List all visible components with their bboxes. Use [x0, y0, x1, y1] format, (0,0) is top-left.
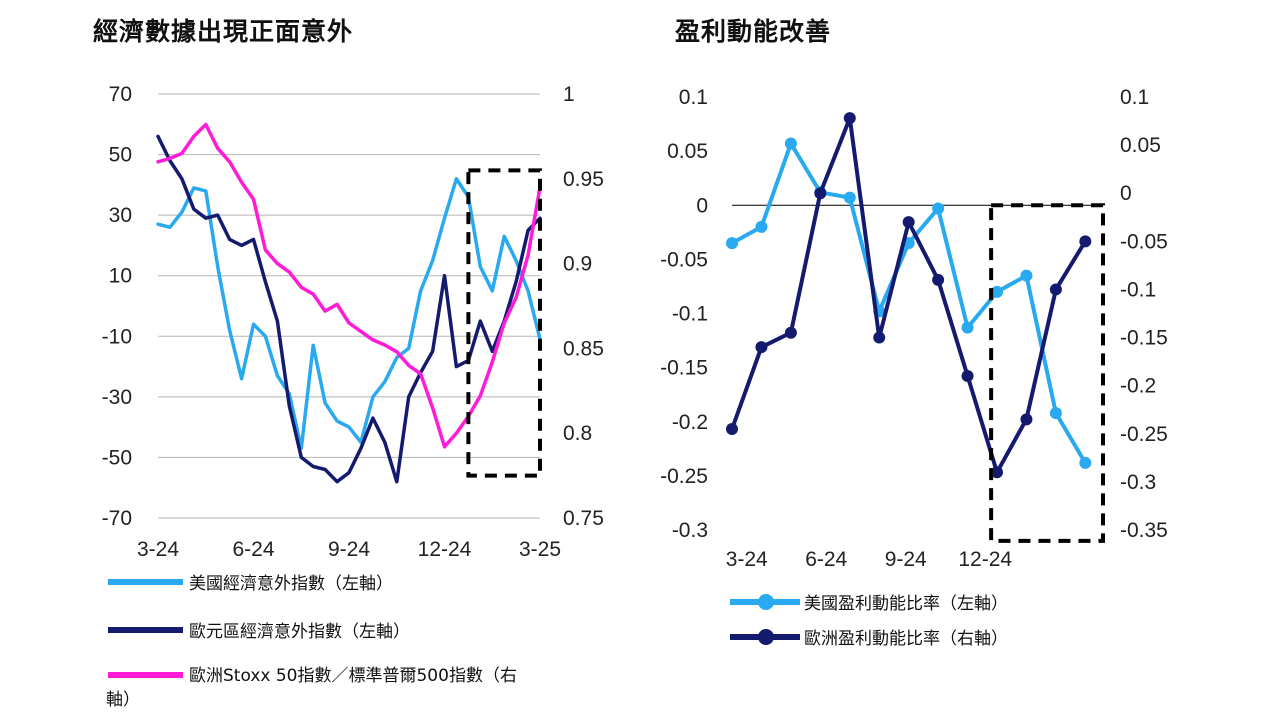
legend-swatch-us-momentum	[730, 593, 800, 610]
highlight-box	[466, 168, 542, 478]
y-right-tick-label: -0.15	[1120, 327, 1168, 350]
y-right-tick-label: 0.9	[563, 253, 592, 276]
y-right-tick-label: 0.05	[1120, 134, 1161, 157]
legend-item-ratio: 歐洲Stoxx 50指數／標準普爾500指數（右 軸）	[106, 664, 517, 712]
data-point	[1049, 283, 1062, 296]
data-point	[784, 137, 797, 150]
data-point	[902, 216, 915, 229]
x-tick-label: 6-24	[232, 538, 274, 561]
y-left-tick-label: 0.1	[679, 86, 708, 109]
data-point	[991, 285, 1003, 298]
y-right-tick-label: 0	[1120, 182, 1132, 205]
legend-swatch-us	[108, 578, 183, 585]
legend-label-eu-surprise: 歐元區經濟意外指數（左軸）	[189, 622, 410, 642]
y-left-tick-label: -10	[102, 325, 132, 348]
y-left-tick-label: 0.05	[667, 140, 708, 163]
y-left-tick-label: -0.2	[672, 411, 708, 434]
y-left-tick-label: -0.1	[672, 303, 708, 326]
highlight-box	[989, 203, 1105, 543]
chart-title-right: 盈利動能改善	[675, 17, 832, 46]
data-point	[991, 466, 1003, 479]
data-point	[961, 370, 974, 383]
y-right-tick-label: -0.1	[1120, 278, 1156, 301]
x-tick-label: 3-25	[519, 538, 561, 561]
y-left-tick-label: 70	[109, 83, 132, 106]
legend-swatch-eu-momentum	[730, 628, 800, 645]
data-point	[726, 422, 738, 435]
data-point	[932, 202, 945, 215]
data-point	[1020, 269, 1033, 282]
series-line-1-0	[730, 141, 1088, 465]
chart-title-left: 經濟數據出現正面意外	[93, 17, 354, 46]
legend-item-eu-surprise: 歐元區經濟意外指數（左軸）	[108, 617, 410, 642]
data-point	[873, 331, 886, 344]
y-left-tick-label: 0	[696, 194, 708, 217]
series-line-0-2	[156, 122, 542, 449]
x-tick-label: 12-24	[418, 538, 472, 561]
y-left-tick-label: -0.15	[660, 357, 708, 380]
y-right-tick-label: -0.3	[1120, 471, 1156, 494]
data-point	[961, 321, 974, 334]
y-left-tick-label: -0.3	[672, 519, 708, 542]
y-left-tick-label: 10	[109, 265, 132, 288]
y-left-tick-label: -0.05	[660, 248, 708, 271]
y-right-tick-label: 0.1	[1120, 86, 1149, 109]
legend-label-us-momentum: 美國盈利動能比率（左軸）	[804, 594, 1008, 614]
y-right-tick-label: 0.75	[563, 507, 604, 530]
data-point	[1049, 407, 1062, 420]
data-point	[843, 112, 856, 125]
x-tick-label: 9-24	[328, 538, 370, 561]
legend-label-us-surprise: 美國經濟意外指數（左軸）	[189, 574, 393, 594]
y-left-tick-label: -50	[102, 446, 132, 469]
data-point	[932, 273, 945, 286]
x-tick-label: 6-24	[805, 548, 847, 571]
y-left-tick-label: -0.25	[660, 465, 708, 488]
x-tick-label: 9-24	[885, 548, 927, 571]
x-tick-label: 3-24	[137, 538, 179, 561]
y-right-tick-label: -0.2	[1120, 375, 1156, 398]
y-left-tick-label: 50	[109, 144, 132, 167]
y-left-tick-label: -70	[102, 507, 132, 530]
y-right-tick-label: -0.05	[1120, 230, 1168, 253]
series-line-0-1	[156, 134, 542, 484]
data-point	[1020, 413, 1033, 426]
y-right-tick-label: 1	[563, 83, 575, 106]
x-tick-label: 3-24	[726, 548, 768, 571]
y-right-tick-label: -0.25	[1120, 423, 1168, 446]
legend-item-eu-momentum: 歐洲盈利動能比率（右軸）	[730, 624, 1008, 649]
y-left-tick-label: -30	[102, 386, 132, 409]
y-left-tick-label: 30	[109, 204, 132, 227]
data-point	[755, 341, 768, 354]
data-point	[726, 237, 738, 250]
y-right-tick-label: 0.95	[563, 168, 604, 191]
x-tick-label: 12-24	[958, 548, 1012, 571]
y-right-tick-label: -0.35	[1120, 519, 1168, 542]
y-right-tick-label: 0.8	[563, 422, 592, 445]
data-point	[755, 220, 768, 233]
data-point	[814, 187, 827, 200]
legend-swatch-ratio	[108, 672, 183, 678]
data-point	[784, 326, 797, 339]
y-right-tick-label: 0.85	[563, 337, 604, 360]
legend-label-ratio: 歐洲Stoxx 50指數／標準普爾500指數（右	[189, 666, 517, 686]
data-point	[1079, 456, 1092, 469]
legend-item-us-surprise: 美國經濟意外指數（左軸）	[108, 569, 393, 594]
legend-item-us-momentum: 美國盈利動能比率（左軸）	[730, 589, 1008, 614]
legend-label-eu-momentum: 歐洲盈利動能比率（右軸）	[804, 629, 1008, 649]
data-point	[1079, 235, 1092, 248]
data-point	[843, 191, 856, 204]
series-line-0-0	[156, 177, 542, 451]
legend-label-ratio-cont: 軸）	[106, 690, 140, 710]
legend-swatch-eu	[108, 626, 183, 633]
